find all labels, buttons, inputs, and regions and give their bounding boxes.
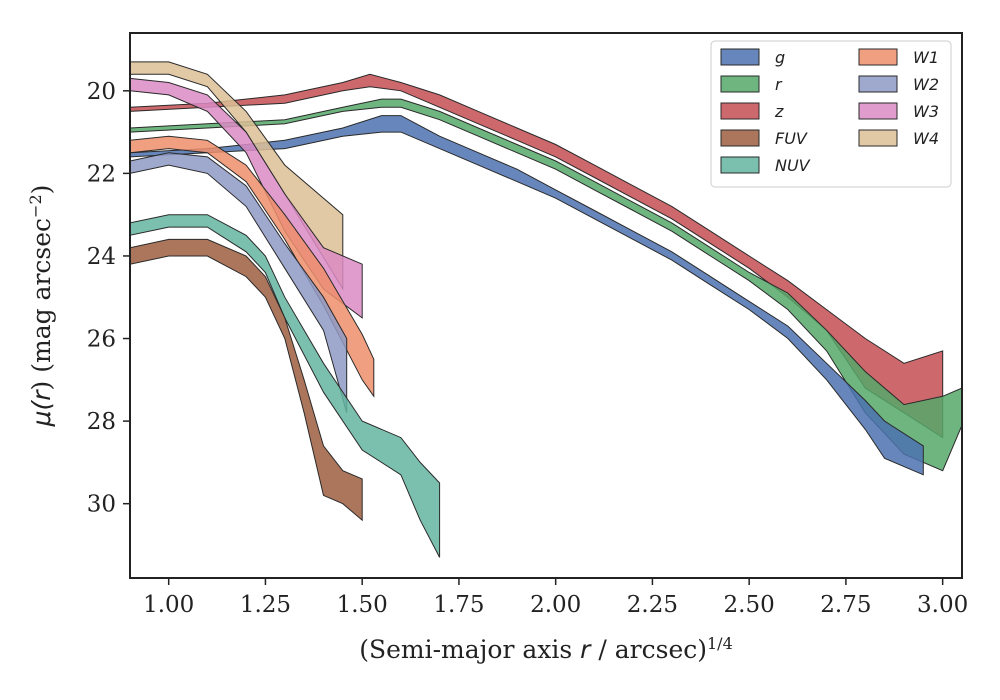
legend-label-nuv: NUV [775, 156, 811, 175]
legend-swatch-r [720, 75, 760, 93]
legend-label-r: r [775, 75, 783, 94]
legend-label-w3: W3 [913, 102, 939, 121]
legend-swatch-fuv [720, 129, 760, 147]
x-tick-label: 2.00 [530, 592, 581, 618]
legend-swatch-w1 [858, 48, 898, 66]
x-tick-label: 2.75 [820, 592, 871, 618]
legend-swatch-w3 [858, 102, 898, 120]
x-tick-label: 1.75 [433, 592, 484, 618]
y-axis-ticks: 20 22 24 26 28 30 [87, 79, 130, 518]
legend-label-w1: W1 [913, 48, 939, 67]
legend-label-g: g [775, 48, 785, 67]
x-tick-label: 1.25 [240, 592, 291, 618]
legend-label-z: z [774, 102, 784, 121]
legend-swatch-z [720, 102, 760, 120]
legend: grz FUV NUV W1 W2 W3 W4 [710, 40, 952, 188]
legend-label-w4: W4 [913, 129, 939, 148]
bands-layer [130, 61, 962, 558]
legend-label-w2: W2 [913, 75, 939, 94]
y-tick-label: 22 [87, 161, 116, 187]
band-r [130, 98, 962, 472]
y-tick-label: 20 [87, 79, 116, 105]
plot-frame [129, 32, 963, 579]
legend-swatch-w2 [858, 75, 898, 93]
legend-swatch-nuv [720, 156, 760, 174]
y-tick-label: 26 [87, 327, 116, 353]
x-tick-label: 2.50 [724, 592, 775, 618]
y-tick-label: 30 [87, 492, 116, 518]
y-axis-label: μ(r) (mag arcsec−2) [26, 185, 57, 428]
band-w1 [130, 135, 375, 398]
x-tick-label: 1.00 [143, 592, 194, 618]
legend-swatch-w4 [858, 129, 898, 147]
y-tick-label: 24 [87, 244, 116, 270]
x-axis-label: (Semi-major axis r / arcsec)1/4 [359, 634, 733, 665]
legend-label-fuv: FUV [775, 129, 808, 148]
y-tick-label: 28 [87, 409, 116, 435]
band-fuv [130, 238, 363, 522]
x-axis-ticks: 1.00 1.25 1.50 1.75 2.00 2.25 2.50 2.75 3.00 [143, 578, 968, 618]
x-tick-label: 3.00 [917, 592, 968, 618]
x-tick-label: 1.50 [337, 592, 388, 618]
band-nuv [130, 214, 441, 558]
legend-swatch-g [720, 48, 760, 66]
x-tick-label: 2.25 [627, 592, 678, 618]
